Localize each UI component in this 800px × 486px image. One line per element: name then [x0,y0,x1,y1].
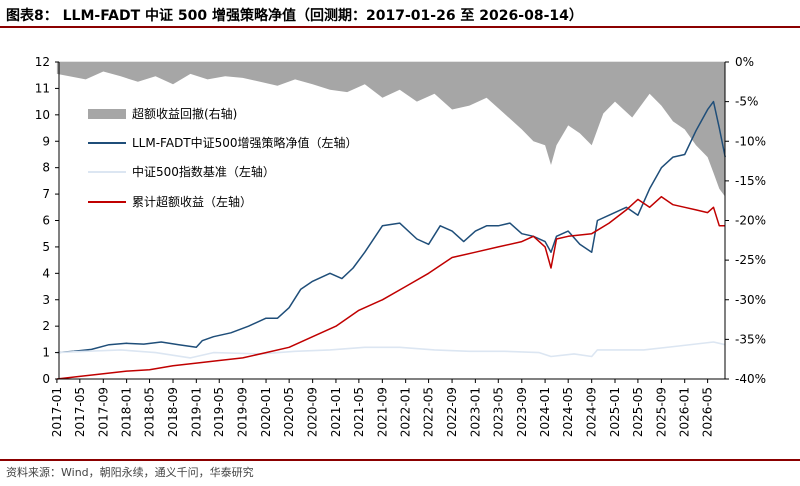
x-axis-tick-label: 2021-09 [375,387,389,437]
left-axis-tick-label: 6 [42,214,50,228]
series-excess-return-line [56,195,726,380]
x-axis-tick-label: 2026-05 [701,387,715,437]
legend-label: 中证500指数基准（左轴） [132,164,275,179]
x-axis-tick-label: 2022-09 [445,387,459,437]
left-axis-tick-label: 10 [35,108,50,122]
right-axis-tick-label: -25% [735,253,766,267]
x-axis-tick-label: 2018-05 [143,387,157,437]
x-axis-tick-label: 2022-01 [399,387,413,437]
left-axis-tick-label: 8 [42,161,50,175]
header-rule [0,26,800,28]
left-axis-tick-label: 11 [35,81,50,95]
line-series-layer [56,100,726,380]
x-axis-tick-label: 2022-05 [422,387,436,437]
x-axis-tick-label: 2025-01 [608,387,622,437]
left-axis-tick-label: 12 [35,55,50,69]
left-axis-tick-label: 7 [42,187,50,201]
series-strategy-nav-line [56,100,726,354]
left-axis-tick-label: 0 [42,372,50,386]
x-axis-tick-label: 2018-01 [120,387,134,437]
x-axis-tick-label: 2021-05 [352,387,366,437]
x-axis-tick-label: 2019-05 [212,387,226,437]
footer-rule [0,459,800,461]
x-axis-tick-label: 2019-01 [189,387,203,437]
x-axis-tick-label: 2020-05 [282,387,296,437]
right-axis-tick-label: -15% [735,174,766,188]
left-axis-tick-label: 5 [42,240,50,254]
left-axis-tick-label: 9 [42,134,50,148]
x-axis-tick-label: 2024-05 [561,387,575,437]
x-axis-tick-label: 2021-01 [329,387,343,437]
right-axis-tick-label: -40% [735,372,766,386]
left-axis-tick-label: 4 [42,266,50,280]
x-axis-tick-label: 2026-01 [678,387,692,437]
x-axis-tick-label: 2023-01 [468,387,482,437]
legend-label: 超额收益回撤(右轴) [132,106,237,121]
legend-swatch-drawdown [88,109,126,119]
x-axis-tick-label: 2018-09 [166,387,180,437]
x-axis-tick-label: 2019-09 [236,387,250,437]
left-axis-tick-label: 1 [42,346,50,360]
legend-label: LLM-FADT中证500增强策略净值（左轴） [132,135,358,150]
left-axis-tick-label: 3 [42,293,50,307]
legend: 超额收益回撤(右轴) LLM-FADT中证500增强策略净值（左轴） 中证500指数… [88,106,358,209]
right-axis-tick-label: -30% [735,293,766,307]
right-axis-tick-label: -10% [735,134,766,148]
left-axis-tick-label: 2 [42,319,50,333]
drawdown-area-layer [56,62,726,197]
right-axis-tick-label: -35% [735,332,766,346]
chart-title: 图表8： LLM-FADT 中证 500 增强策略净值（回测期：2017-01-… [6,8,583,24]
series-benchmark-line [56,341,726,359]
right-axis-tick-label: -5% [735,95,758,109]
x-axis-tick-label: 2023-05 [491,387,505,437]
x-axis-tick-label: 2017-05 [73,387,87,437]
x-axis-tick-label: 2024-01 [538,387,552,437]
x-axis-tick-label: 2017-01 [50,387,64,437]
right-axis-tick-label: -20% [735,214,766,228]
x-axis-tick-label: 2023-09 [515,387,529,437]
x-axis-tick-label: 2025-09 [654,387,668,437]
right-axis-tick-label: 0% [735,55,754,69]
x-axis-tick-label: 2025-05 [631,387,645,437]
x-axis-tick-label: 2017-09 [96,387,110,437]
x-axis-tick-label: 2020-09 [306,387,320,437]
source-note: 资料来源：Wind，朝阳永续，通义千问，华泰研究 [6,466,254,479]
legend-label: 累计超额收益（左轴） [132,194,252,209]
x-axis-tick-label: 2024-09 [585,387,599,437]
x-axis-tick-label: 2020-01 [259,387,273,437]
series-drawdown-area [56,62,726,197]
